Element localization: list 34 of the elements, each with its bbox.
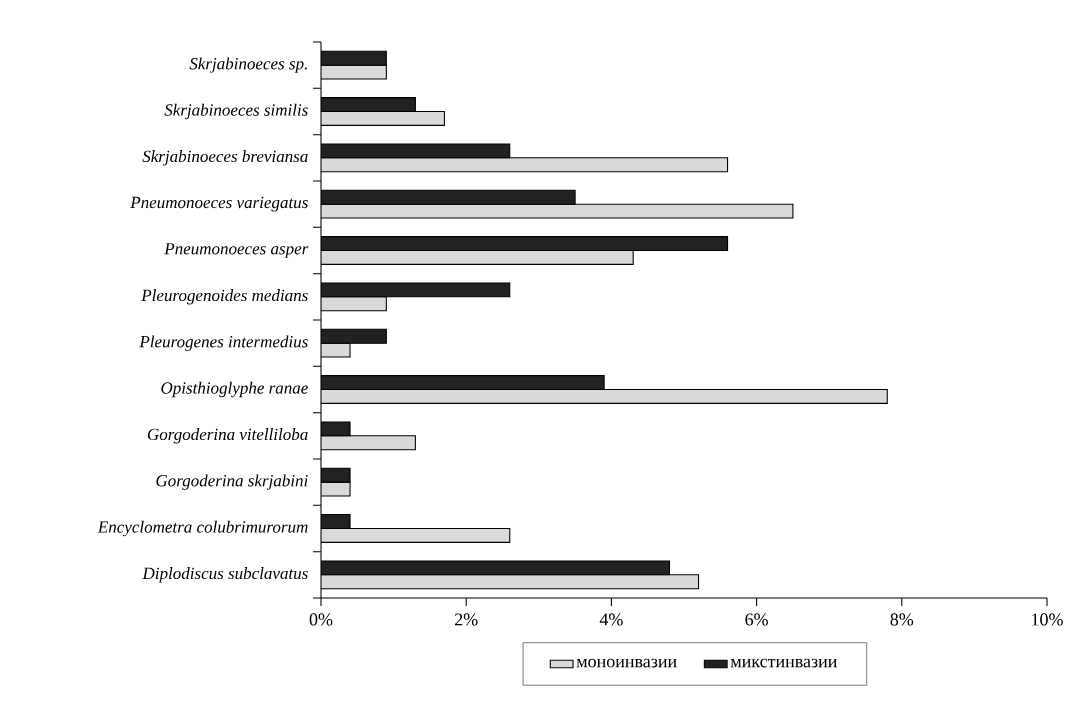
x-tick-label: 2%: [455, 613, 478, 626]
y-tick-label: Gorgoderina skrjabini: [156, 474, 308, 490]
y-tick-label: Pleurogenoides medians: [141, 289, 308, 305]
bar: [321, 189, 576, 205]
bar: [321, 527, 511, 543]
bar: [321, 375, 605, 391]
y-tick-label: Opisthioglyphe ranae: [161, 381, 308, 398]
bar: [321, 157, 729, 173]
y-tick-label: Skrjabinoeces similis: [164, 103, 308, 120]
x-tick-label: 0%: [309, 613, 333, 626]
bar: [321, 110, 445, 126]
x-tick-label: 8%: [890, 613, 914, 626]
y-tick-label: Pneumonoeces asper: [164, 243, 309, 258]
y-tick-label: Encyclometra colubrimurorum: [97, 520, 308, 537]
x-tick-label: 4%: [599, 613, 623, 626]
bar: [321, 328, 387, 344]
y-tick-label: Skrjabinoeces sp.: [189, 57, 307, 73]
bar: [321, 249, 634, 265]
bar: [321, 50, 387, 66]
bar: [321, 97, 416, 113]
x-tick-label: 6%: [745, 613, 768, 626]
bar: [321, 574, 700, 590]
y-tick-label: Skrjabinoeces breviansa: [142, 150, 308, 166]
legend-label: моноинвазии: [576, 658, 677, 668]
bar: [321, 435, 416, 451]
y-tick-label: Pleurogenes intermedius: [139, 335, 308, 351]
legend-label: микстинвазии: [730, 658, 837, 668]
y-tick-label: Pneumonoeces variegatus: [130, 196, 308, 212]
bar: [321, 236, 729, 252]
x-tick-label: 10%: [1032, 613, 1063, 626]
y-tick-label: Gorgoderina vitelliloba: [147, 428, 308, 444]
bar: [321, 296, 387, 312]
y-tick-label: Diplodiscus subclavatus: [142, 567, 308, 583]
bar: [321, 388, 888, 404]
